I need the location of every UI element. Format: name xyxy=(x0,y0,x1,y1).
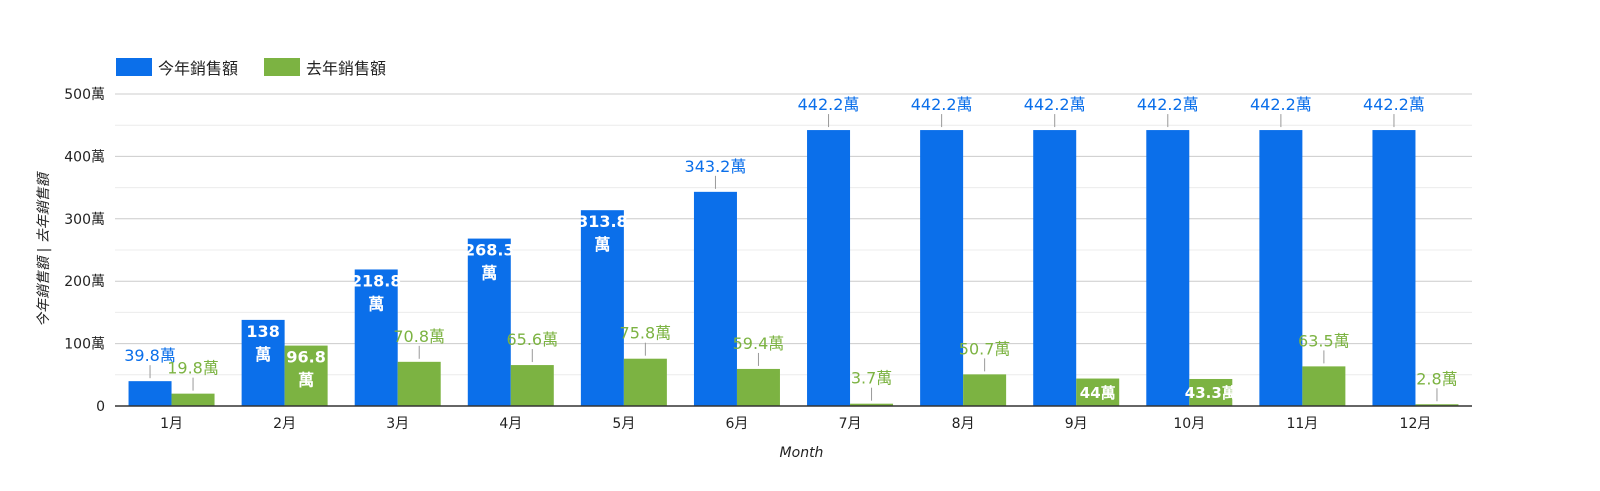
y-axis-title: 今年銷售額 | 去年銷售額 xyxy=(36,170,52,327)
x-tick-label: 11月 xyxy=(1286,416,1318,432)
legend-label-this-year: 今年銷售額 xyxy=(158,59,239,78)
data-label-last-year: 96.8 xyxy=(286,348,325,367)
data-label-last-year: 2.8萬 xyxy=(1416,369,1457,388)
data-label-last-year: 59.4萬 xyxy=(733,334,785,353)
data-label-last-year: 43.3萬 xyxy=(1185,384,1237,402)
bar-this-year xyxy=(1033,130,1077,406)
data-label-last-year: 44萬 xyxy=(1080,384,1116,402)
y-tick-label: 500萬 xyxy=(64,87,105,103)
data-label-this-year: 442.2萬 xyxy=(1137,95,1199,114)
x-tick-label: 8月 xyxy=(952,416,975,432)
data-label-this-year: 442.2萬 xyxy=(798,95,860,114)
legend-item-this-year[interactable]: 今年銷售額 xyxy=(116,55,238,79)
x-tick-label: 3月 xyxy=(386,416,409,432)
data-label-unit-this-year: 萬 xyxy=(481,264,497,283)
data-label-this-year: 442.2萬 xyxy=(1363,95,1425,114)
x-tick-label: 2月 xyxy=(273,416,296,432)
data-label-unit-this-year: 萬 xyxy=(594,235,610,254)
x-tick-label: 12月 xyxy=(1400,416,1432,432)
data-label-unit-last-year: 萬 xyxy=(298,371,314,390)
data-label-last-year: 50.7萬 xyxy=(959,339,1011,358)
data-label-last-year: 65.6萬 xyxy=(506,330,558,349)
data-label-last-year: 63.5萬 xyxy=(1298,331,1350,350)
bar-this-year xyxy=(354,269,398,406)
y-tick-label: 300萬 xyxy=(64,212,105,228)
y-tick-label: 100萬 xyxy=(64,337,105,353)
data-label-this-year: 442.2萬 xyxy=(911,95,973,114)
bar-last-year xyxy=(171,393,215,406)
bar-last-year xyxy=(963,374,1007,406)
y-tick-label: 200萬 xyxy=(64,274,105,290)
bar-this-year xyxy=(920,130,964,406)
bar-last-year xyxy=(623,358,667,406)
legend-swatch-last-year xyxy=(264,58,301,76)
data-label-this-year: 442.2萬 xyxy=(1024,95,1086,114)
x-tick-label: 10月 xyxy=(1173,416,1205,432)
legend-swatch-this-year xyxy=(116,58,152,76)
x-tick-label: 6月 xyxy=(725,416,748,432)
bar-this-year xyxy=(128,381,172,406)
bar-this-year xyxy=(807,130,851,406)
data-label-last-year: 75.8萬 xyxy=(620,324,672,343)
bar-this-year xyxy=(693,191,737,406)
data-label-this-year: 218.8 xyxy=(351,271,402,290)
legend: 今年銷售額 去年銷售額 xyxy=(116,55,412,79)
bar-this-year xyxy=(580,210,624,406)
y-tick-label: 0 xyxy=(96,399,105,415)
bar-last-year xyxy=(1076,378,1120,406)
legend-item-last-year[interactable]: 去年銷售額 xyxy=(264,55,386,79)
x-tick-label: 5月 xyxy=(612,416,635,432)
bar-last-year xyxy=(284,345,328,406)
data-label-unit-this-year: 萬 xyxy=(368,294,384,313)
bar-this-year xyxy=(1259,130,1303,406)
x-tick-label: 4月 xyxy=(499,416,522,432)
data-label-this-year: 39.8萬 xyxy=(124,346,176,365)
data-label-this-year: 268.3 xyxy=(464,241,515,260)
bar-last-year xyxy=(1415,404,1459,406)
bar-last-year xyxy=(736,368,780,406)
data-label-last-year: 70.8萬 xyxy=(393,327,445,346)
x-tick-label: 1月 xyxy=(160,416,183,432)
data-label-this-year: 138 xyxy=(246,322,279,341)
bar-this-year xyxy=(1372,130,1416,406)
data-label-this-year: 343.2萬 xyxy=(685,157,747,176)
x-tick-label: 7月 xyxy=(839,416,862,432)
legend-label-last-year: 去年銷售額 xyxy=(306,59,387,78)
x-axis-title: Month xyxy=(780,445,824,461)
data-label-this-year: 313.8 xyxy=(577,212,628,231)
bar-this-year xyxy=(467,238,511,406)
bar-this-year xyxy=(241,319,285,406)
bar-this-year xyxy=(1146,130,1190,406)
bar-last-year xyxy=(1189,378,1233,406)
x-tick-label: 9月 xyxy=(1065,416,1088,432)
data-label-unit-this-year: 萬 xyxy=(255,345,271,364)
bar-last-year xyxy=(510,365,554,406)
bar-last-year xyxy=(397,361,441,406)
data-label-last-year: 19.8萬 xyxy=(167,359,219,378)
data-label-last-year: 3.7萬 xyxy=(851,369,892,388)
bar-last-year xyxy=(850,403,894,406)
data-label-this-year: 442.2萬 xyxy=(1250,95,1312,114)
y-tick-label: 400萬 xyxy=(64,149,105,165)
bar-last-year xyxy=(1302,366,1346,406)
